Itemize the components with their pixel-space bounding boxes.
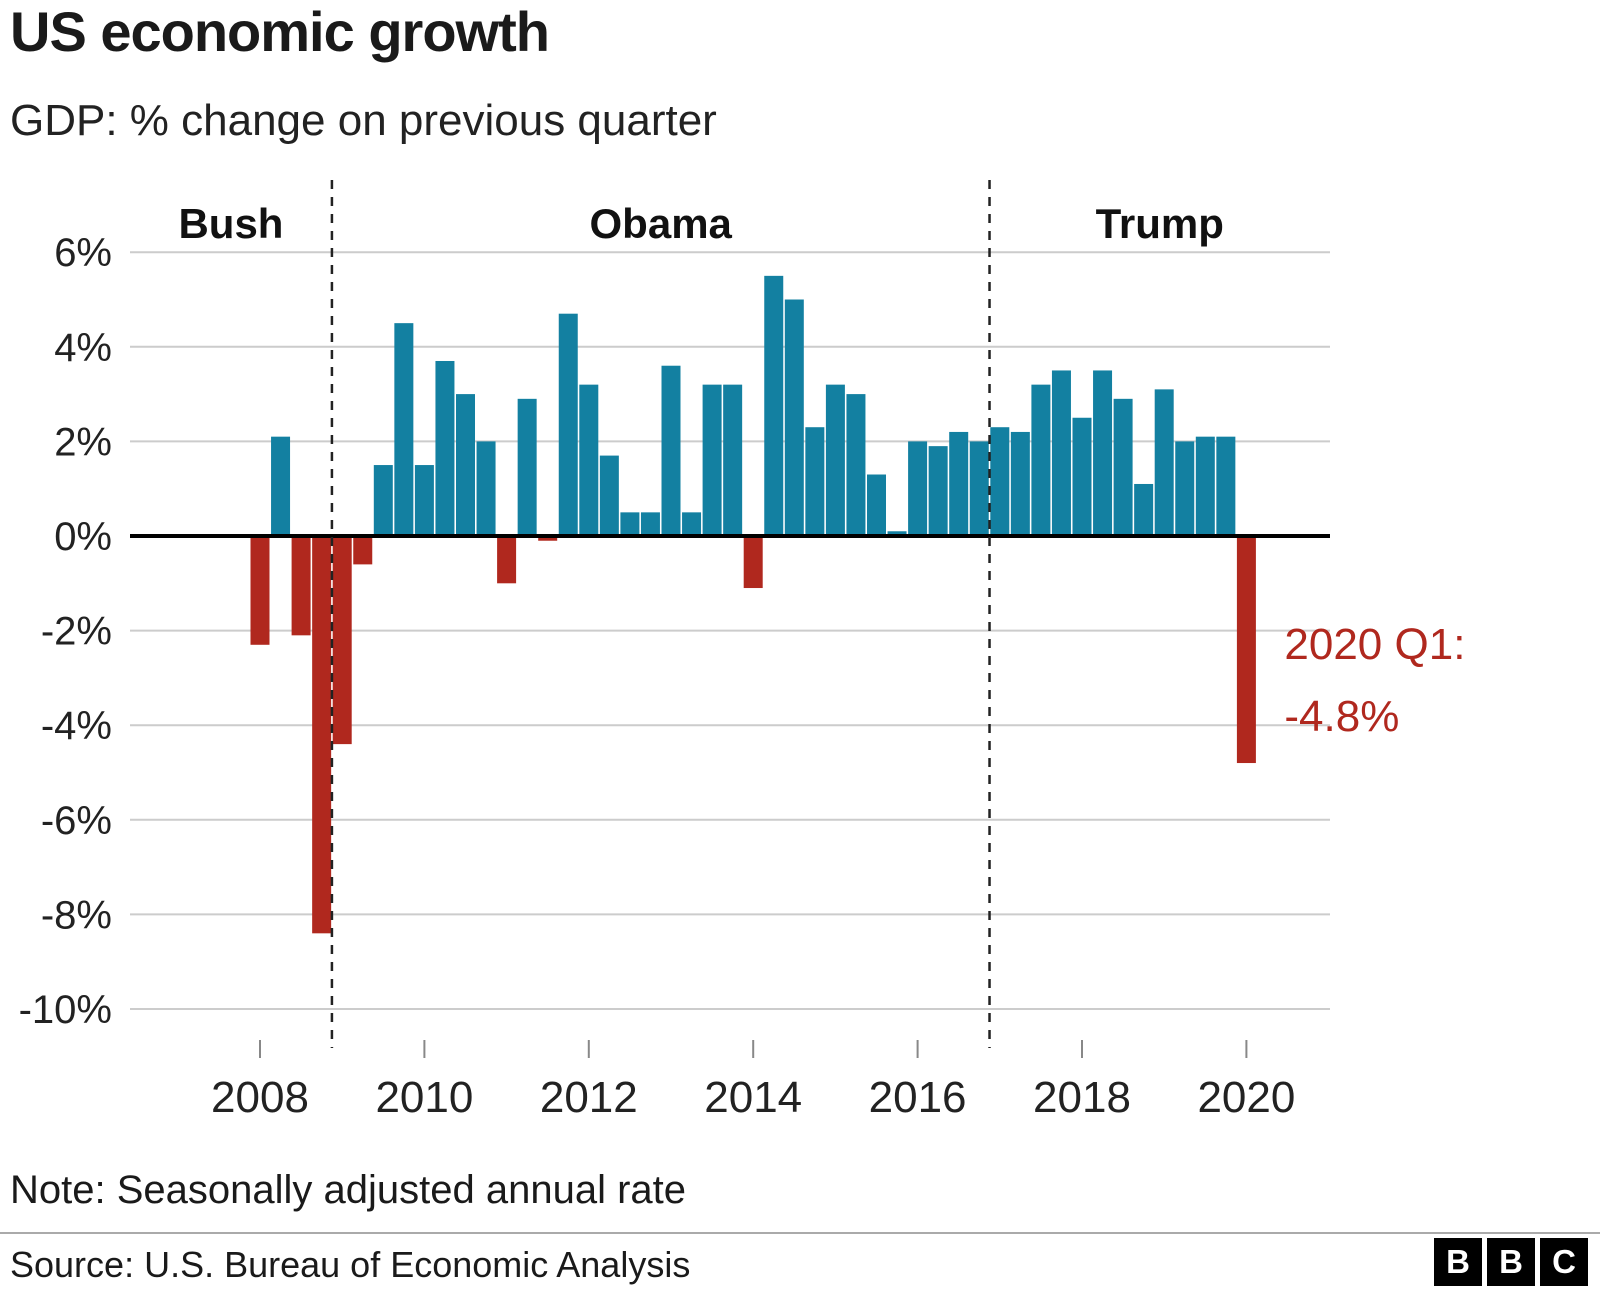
x-axis-label: 2010 [375, 1073, 473, 1122]
bbc-logo-letter: B [1434, 1238, 1482, 1286]
bar [846, 394, 866, 536]
bbc-logo-letter: C [1540, 1238, 1588, 1286]
x-axis-label: 2016 [869, 1073, 967, 1122]
bar [1072, 417, 1092, 536]
bar [271, 436, 291, 536]
bar [1134, 483, 1154, 536]
bar [538, 536, 558, 541]
bar [661, 365, 681, 536]
bar [887, 531, 907, 536]
page-subtitle: GDP: % change on previous quarter [10, 96, 717, 145]
bar [1113, 398, 1133, 536]
era-label: Trump [1096, 200, 1224, 247]
bar [1216, 436, 1236, 536]
x-axis-label: 2018 [1033, 1073, 1131, 1122]
bar [640, 512, 660, 536]
bar [353, 536, 373, 565]
bar [250, 536, 270, 645]
x-axis-label: 2014 [704, 1073, 802, 1122]
bar [517, 398, 537, 536]
bar [928, 446, 948, 536]
x-axis-label: 2008 [211, 1073, 309, 1122]
bar [497, 536, 517, 584]
bar [867, 474, 886, 536]
bar [743, 536, 763, 589]
bar [456, 394, 475, 536]
bar [990, 427, 1010, 536]
y-axis-label: -8% [41, 893, 112, 937]
bar [949, 431, 969, 536]
bar [908, 441, 928, 536]
y-axis-label: -6% [41, 799, 112, 843]
bar [558, 313, 578, 536]
page-title: US economic growth [10, 0, 550, 63]
bar [1236, 536, 1256, 764]
era-label: Obama [590, 200, 733, 247]
y-axis-label: 2% [54, 420, 112, 464]
y-axis-label: 6% [54, 231, 112, 275]
era-label: Bush [178, 200, 283, 247]
bar [784, 299, 804, 536]
bar [620, 512, 640, 536]
bbc-logo: B B C [1434, 1238, 1588, 1286]
y-axis-label: -4% [41, 704, 112, 748]
bar [702, 384, 722, 536]
bar [1195, 436, 1215, 536]
bar [723, 384, 743, 536]
bar [682, 512, 702, 536]
bar [1093, 370, 1113, 536]
source-text: Source: U.S. Bureau of Economic Analysis [10, 1244, 691, 1285]
bar [579, 384, 599, 536]
y-axis-label: -10% [19, 988, 112, 1032]
note-text: Note: Seasonally adjusted annual rate [10, 1168, 687, 1212]
bar [291, 536, 311, 636]
bar [1031, 384, 1051, 536]
bar [1154, 389, 1174, 536]
y-axis-label: 4% [54, 326, 112, 370]
bar [312, 536, 332, 934]
y-axis-label: 0% [54, 515, 112, 559]
bar [414, 465, 434, 536]
x-axis-label: 2012 [540, 1073, 638, 1122]
bar [332, 536, 352, 745]
bar [1175, 441, 1195, 536]
annotation-text: -4.8% [1284, 692, 1399, 741]
y-axis-label: -2% [41, 610, 112, 654]
x-axis-label: 2020 [1197, 1073, 1295, 1122]
footer-divider [0, 1232, 1600, 1234]
bar [435, 360, 455, 536]
bar [476, 441, 496, 536]
bar [825, 384, 845, 536]
bar [764, 275, 784, 536]
bar [394, 323, 414, 536]
bar [805, 427, 825, 536]
bar [1010, 431, 1030, 536]
bar [1051, 370, 1071, 536]
bbc-logo-letter: B [1487, 1238, 1535, 1286]
annotation-text: 2020 Q1: [1284, 620, 1465, 669]
bar [373, 465, 393, 536]
gdp-bar-chart: 6% 4% 2% 0% -2% -4% -6% -8% -10% Bush Obama Trump 20… [19, 180, 1465, 1122]
bar [599, 455, 619, 536]
bar [969, 441, 989, 536]
chart-canvas: 6% 4% 2% 0% -2% -4% -6% -8% -10% Bush Obama Trump 20… [19, 180, 1465, 1122]
